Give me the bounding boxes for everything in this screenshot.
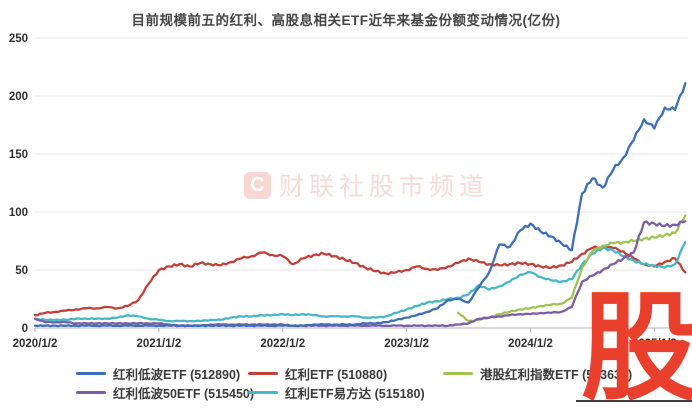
legend-item-ganggu-hongli-index-etf: 港股红利指数ETF (513630) — [443, 364, 632, 383]
legend-swatch-purple — [76, 390, 106, 395]
legend-label: 港股红利指数ETF (513630) — [480, 368, 633, 382]
chart-legend: 红利低波ETF (512890) 红利ETF (510880) 港股红利指数ET… — [0, 362, 692, 404]
legend-label: 红利低波50ETF (515450) — [113, 387, 255, 401]
bottom-edge-line — [576, 400, 692, 402]
svg-text:2024/1/2: 2024/1/2 — [508, 338, 553, 350]
svg-text:2020/1/2: 2020/1/2 — [13, 338, 58, 350]
etf-share-chart-page: { "title": "目前规模前五的红利、高股息相关ETF近年来基金份额变动情… — [0, 13, 692, 407]
svg-text:150: 150 — [9, 149, 28, 161]
legend-swatch-green — [443, 371, 473, 376]
legend-swatch-blue — [76, 371, 106, 376]
svg-text:2022/1/2: 2022/1/2 — [260, 338, 305, 350]
legend-label: 红利ETF (510880) — [285, 368, 388, 382]
line-chart-plot: 0 50 100 150 200 250 2020/1/2 2021/1/2 2022/1/2 2… — [9, 33, 689, 350]
legend-item-hongli-etf-yifangda: 红利ETF易方达 (515180) — [248, 383, 425, 402]
chart-title: 目前规模前五的红利、高股息相关ETF近年来基金份额变动情况(亿份) — [131, 13, 561, 28]
svg-text:2025/1/2: 2025/1/2 — [632, 338, 677, 350]
legend-label: 红利ETF易方达 (515180) — [285, 387, 425, 401]
legend-swatch-cyan — [248, 390, 278, 395]
svg-text:250: 250 — [9, 33, 28, 45]
legend-item-hongli-diebo-etf: 红利低波ETF (512890) — [76, 364, 240, 383]
legend-item-hongli-diebo50-etf: 红利低波50ETF (515450) — [76, 383, 254, 402]
legend-item-hongli-etf: 红利ETF (510880) — [248, 364, 387, 383]
svg-text:2023/1/2: 2023/1/2 — [384, 338, 429, 350]
legend-label: 红利低波ETF (512890) — [113, 368, 241, 382]
svg-text:0: 0 — [22, 323, 28, 335]
legend-swatch-red — [248, 371, 278, 376]
svg-text:50: 50 — [15, 265, 28, 277]
svg-text:100: 100 — [9, 207, 28, 219]
svg-text:2021/1/2: 2021/1/2 — [136, 338, 181, 350]
svg-text:200: 200 — [9, 91, 28, 103]
